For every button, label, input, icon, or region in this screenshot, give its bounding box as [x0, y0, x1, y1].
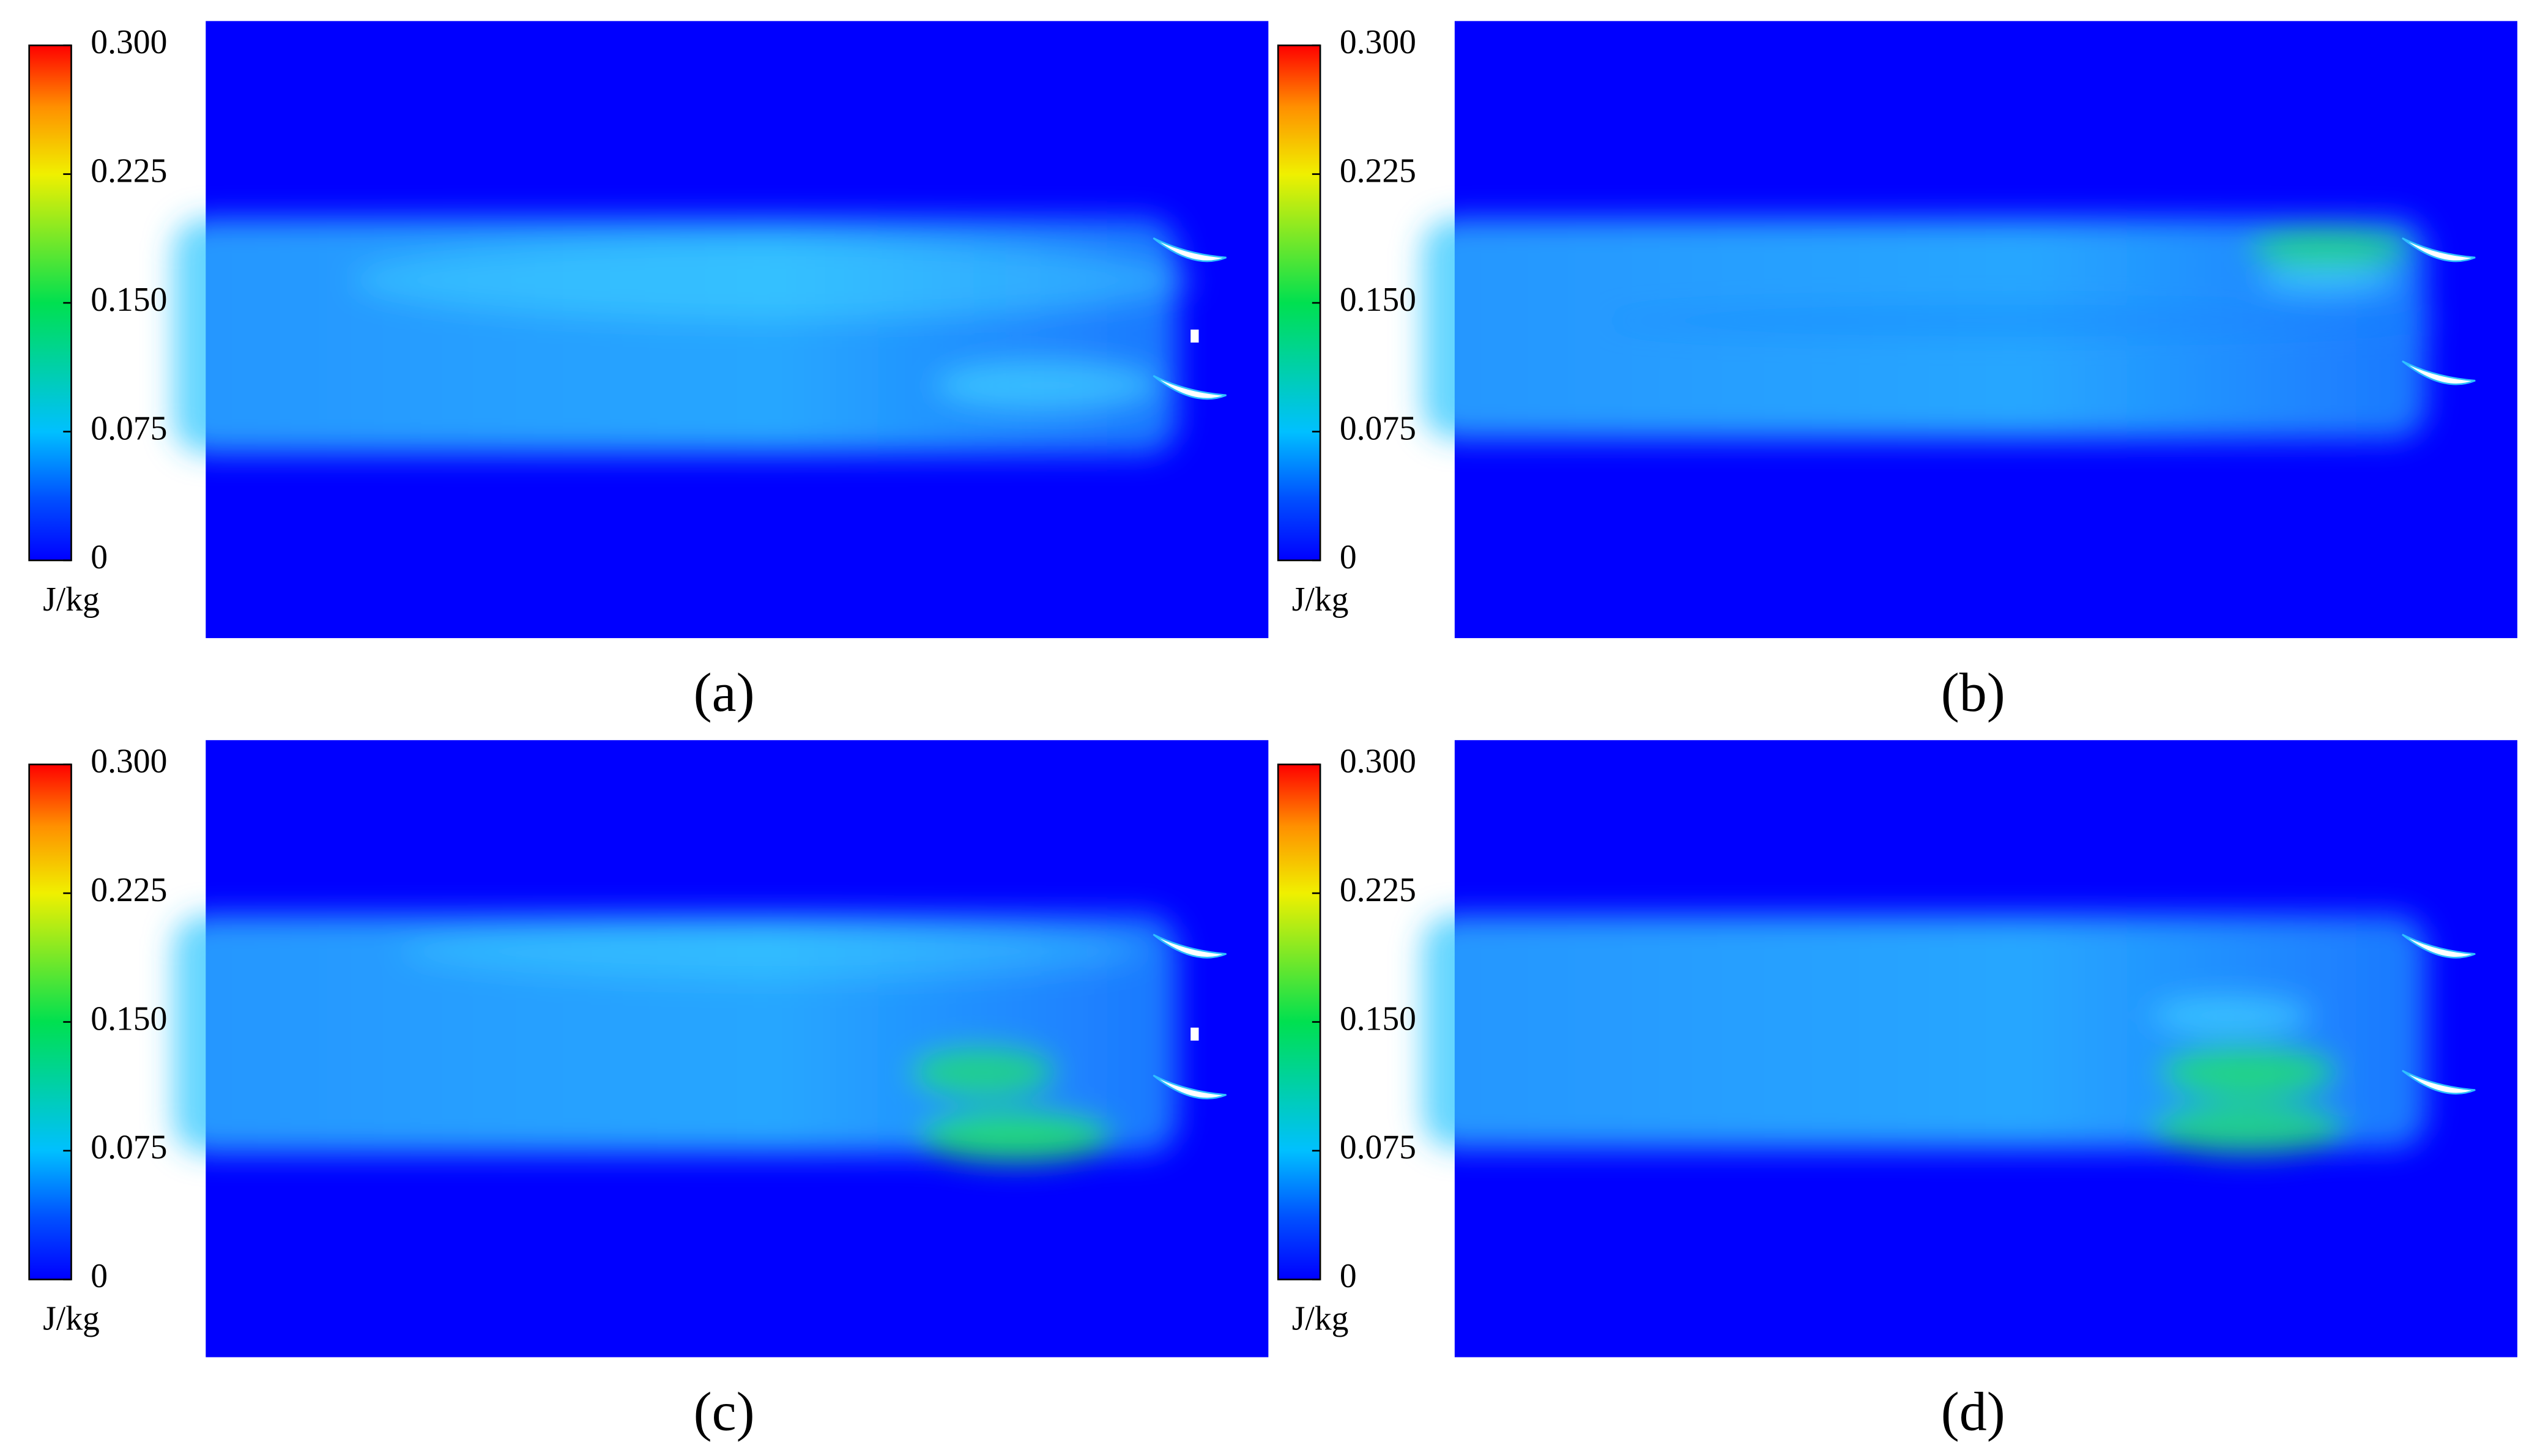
colorbar-tick-label: 0.300: [1340, 23, 1416, 61]
contour-plot: [1422, 740, 2517, 1358]
contour-plot: [1422, 21, 2517, 639]
wake-blob: [2256, 264, 2402, 297]
wake: [173, 915, 1178, 1163]
wake: [1422, 218, 2443, 439]
blade: [1153, 934, 1227, 959]
panel: 0 0.075 0.150 0.225 0.300 J/kg (a): [28, 21, 1269, 723]
blade: [2402, 237, 2476, 262]
colorbar-tick-label: 0.075: [1340, 409, 1416, 447]
contour-plot: [173, 740, 1269, 1358]
colorbar-tick-label: 0.225: [1340, 152, 1416, 190]
colorbar-tick-label: 0.150: [91, 281, 167, 319]
blade: [1153, 1074, 1227, 1099]
wake-blob: [2151, 1102, 2346, 1155]
caption: (d): [1941, 1382, 2005, 1443]
colorbar-tick-label: 0.075: [91, 409, 167, 447]
colorbar-tick-label: 0.150: [91, 1000, 167, 1038]
colorbar-tick-label: 0.075: [1340, 1129, 1416, 1167]
caption: (a): [694, 663, 755, 723]
colorbar-tick-label: 0.225: [91, 871, 167, 909]
colorbar-tick-label: 0.300: [1340, 742, 1416, 780]
wake-blob: [2151, 996, 2314, 1035]
wake-blob: [1600, 304, 2443, 337]
caption: (c): [694, 1382, 755, 1443]
colorbar-unit: J/kg: [43, 1300, 100, 1338]
wake-blob: [400, 921, 1146, 980]
wake-blob: [351, 239, 1194, 321]
wake-blob: [918, 1111, 1113, 1163]
panel: 0 0.075 0.150 0.225 0.300 J/kg (c): [28, 740, 1269, 1443]
panel: 0 0.075 0.150 0.225 0.300 J/kg (b): [1277, 21, 2517, 723]
blade: [2402, 360, 2476, 385]
hub: [1190, 329, 1199, 343]
colorbar-tick-label: 0: [1340, 1257, 1357, 1295]
wake-blob: [934, 359, 1162, 412]
colorbar-tick-label: 0.225: [91, 152, 167, 190]
colorbar-unit: J/kg: [43, 581, 100, 618]
colorbar-unit: J/kg: [1292, 1300, 1349, 1338]
blade: [1153, 375, 1227, 400]
colorbar-tick-label: 0.150: [1340, 1000, 1416, 1038]
blade: [2402, 1069, 2476, 1094]
wake-blob: [2248, 228, 2411, 267]
wake: [1422, 915, 2427, 1155]
colorbar-tick-label: 0: [91, 1257, 108, 1295]
colorbar-tick-label: 0: [1340, 538, 1357, 576]
blade: [2402, 934, 2476, 959]
wake-blob: [2159, 1046, 2338, 1098]
panel: 0 0.075 0.150 0.225 0.300 J/kg (d): [1277, 740, 2517, 1443]
colorbar-unit: J/kg: [1292, 581, 1349, 618]
wake-band: [1422, 915, 2427, 1148]
wake: [173, 218, 1194, 454]
colorbar-tick-label: 0.300: [91, 742, 167, 780]
colorbar-tick-label: 0: [91, 538, 108, 576]
colorbar-tick-label: 0.300: [91, 23, 167, 61]
colorbar-tick-label: 0.225: [1340, 871, 1416, 909]
blade: [1153, 237, 1227, 262]
caption: (b): [1941, 663, 2005, 723]
contour-plot: [173, 21, 1269, 639]
colorbar-tick-label: 0.075: [91, 1129, 167, 1167]
colorbar-tick-label: 0.150: [1340, 281, 1416, 319]
wake-blob: [910, 1046, 1056, 1098]
hub: [1190, 1027, 1199, 1041]
